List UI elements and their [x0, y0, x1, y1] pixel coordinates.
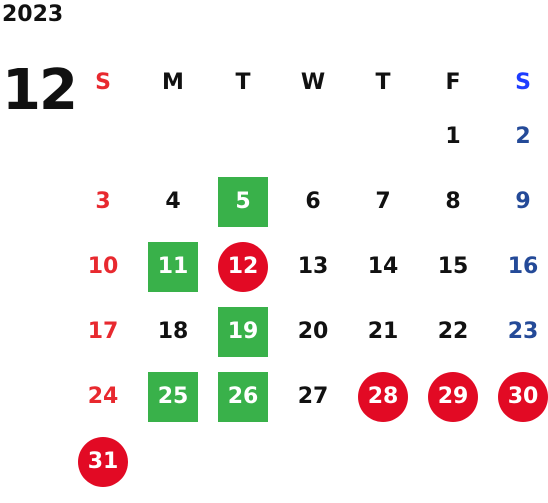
day-number: 16: [507, 254, 539, 279]
day-cell: 9: [488, 169, 548, 234]
day-number: 23: [507, 319, 539, 344]
empty-day-cell: [278, 104, 348, 169]
day-number: 18: [157, 319, 189, 344]
day-cell: 20: [278, 299, 348, 364]
day-number: 8: [445, 189, 461, 214]
day-cell: 21: [348, 299, 418, 364]
day-cell: 19: [208, 299, 278, 364]
day-number: 22: [437, 319, 469, 344]
day-cell: 17: [68, 299, 138, 364]
day-number: 14: [367, 254, 399, 279]
weekday-header-wed: W: [300, 69, 326, 95]
day-cell: 8: [418, 169, 488, 234]
day-cell: 3: [68, 169, 138, 234]
day-number: 3: [95, 189, 111, 214]
weekday-header-mon: M: [162, 69, 184, 95]
day-cell: 31: [68, 429, 138, 494]
green-highlight-day: 11: [148, 241, 198, 292]
day-cell: 29: [418, 364, 488, 429]
weekday-header-tue: T: [235, 69, 251, 95]
day-number: 10: [87, 254, 119, 279]
day-cell: 11: [138, 234, 208, 299]
day-number: 21: [367, 319, 399, 344]
weekday-header-fri: F: [445, 69, 461, 95]
day-number: 15: [437, 254, 469, 279]
day-cell: 23: [488, 299, 548, 364]
empty-day-cell: [488, 429, 548, 494]
day-cell: 5: [208, 169, 278, 234]
empty-day-cell: [278, 429, 348, 494]
day-cell: 24: [68, 364, 138, 429]
green-highlight-day: 25: [148, 371, 198, 422]
day-number: 9: [515, 189, 531, 214]
day-number: 7: [375, 189, 391, 214]
day-number: 27: [297, 384, 329, 409]
day-cell: 2: [488, 104, 548, 169]
day-cell: 22: [418, 299, 488, 364]
day-cell: 10: [68, 234, 138, 299]
empty-day-cell: [208, 104, 278, 169]
day-cell: 12: [208, 234, 278, 299]
day-number: 2: [515, 124, 531, 149]
day-number: 24: [87, 384, 119, 409]
empty-day-cell: [348, 104, 418, 169]
year-label: 2023: [2, 2, 64, 27]
day-number: 1: [445, 124, 461, 149]
day-cell: 4: [138, 169, 208, 234]
empty-day-cell: [68, 104, 138, 169]
red-holiday-day: 12: [218, 241, 268, 292]
empty-day-cell: [208, 429, 278, 494]
red-holiday-day: 31: [78, 436, 128, 487]
day-number: 17: [87, 319, 119, 344]
red-holiday-day: 30: [498, 371, 548, 422]
weekday-header-sun: S: [95, 69, 111, 95]
day-number: 13: [297, 254, 329, 279]
empty-day-cell: [418, 429, 488, 494]
day-number: 6: [305, 189, 321, 214]
weekday-header-sat: S: [515, 69, 531, 95]
day-cell: 18: [138, 299, 208, 364]
day-number: 4: [165, 189, 181, 214]
day-cell: 28: [348, 364, 418, 429]
day-cell: 6: [278, 169, 348, 234]
green-highlight-day: 19: [218, 306, 268, 357]
red-holiday-day: 28: [358, 371, 408, 422]
month-number: 12: [2, 58, 78, 123]
day-cell: 14: [348, 234, 418, 299]
green-highlight-day: 5: [218, 176, 268, 227]
day-cell: 1: [418, 104, 488, 169]
day-cell: 15: [418, 234, 488, 299]
day-cell: 26: [208, 364, 278, 429]
green-highlight-day: 26: [218, 371, 268, 422]
day-cell: 16: [488, 234, 548, 299]
day-number: 20: [297, 319, 329, 344]
empty-day-cell: [138, 429, 208, 494]
day-cell: 25: [138, 364, 208, 429]
day-cell: 30: [488, 364, 548, 429]
weekday-header-thu: T: [375, 69, 391, 95]
day-cell: 13: [278, 234, 348, 299]
red-holiday-day: 29: [428, 371, 478, 422]
day-cell: 27: [278, 364, 348, 429]
empty-day-cell: [138, 104, 208, 169]
empty-day-cell: [348, 429, 418, 494]
day-cell: 7: [348, 169, 418, 234]
calendar-grid: S M T W T F S 1 2 3 4 5 6 7 8 9 10 11 12 13 14 15 16 17 1…: [68, 60, 548, 494]
